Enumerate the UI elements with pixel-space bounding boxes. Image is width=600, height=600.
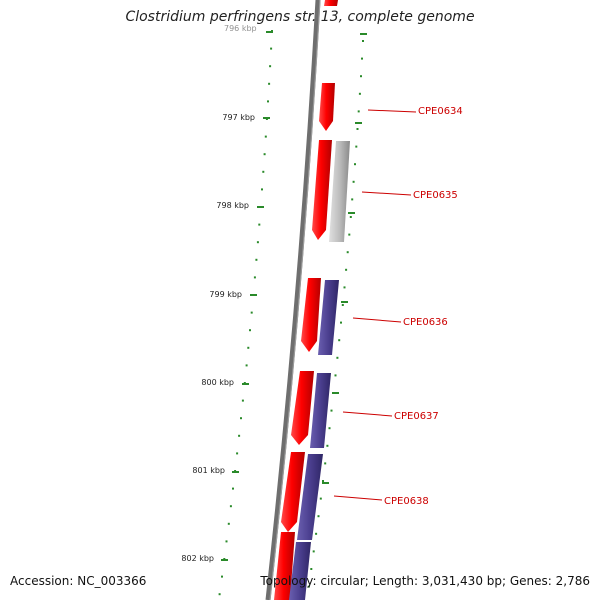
gene-leader-line bbox=[342, 411, 393, 417]
ruler-dot bbox=[310, 568, 313, 570]
ruler-dot bbox=[264, 135, 267, 138]
ruler-dot bbox=[317, 515, 320, 518]
kbp-label: 801 kbp bbox=[192, 466, 225, 475]
map-title: Clostridium perfringens str. 13, complet… bbox=[125, 9, 475, 25]
ruler-dot bbox=[267, 100, 269, 103]
kbp-ruler-outer bbox=[307, 40, 364, 588]
ruler-dot bbox=[348, 233, 351, 236]
ruler-dot bbox=[236, 452, 239, 455]
genome-backbone bbox=[265, 0, 321, 600]
gene-leader-line bbox=[333, 495, 383, 501]
ruler-dot bbox=[352, 180, 355, 183]
gene-arrow-gray[interactable] bbox=[329, 141, 350, 242]
ruler-dot bbox=[346, 251, 349, 254]
genes-track bbox=[274, 0, 350, 600]
kbp-label: 802 kbp bbox=[181, 554, 214, 563]
ruler-dot bbox=[322, 480, 324, 482]
ruler-dot bbox=[336, 356, 339, 359]
genome-summary-text: Topology: circular; Length: 3,031,430 bp… bbox=[260, 574, 590, 588]
outer-ruler-ticks bbox=[322, 33, 367, 484]
ruler-dot bbox=[345, 268, 348, 271]
accession-text: Accession: NC_003366 bbox=[10, 574, 147, 588]
ruler-dot bbox=[326, 444, 329, 447]
ruler-dot bbox=[354, 163, 356, 166]
gene-label[interactable]: CPE0636 bbox=[403, 317, 448, 328]
ruler-dot bbox=[245, 364, 248, 367]
ruler-dot bbox=[355, 145, 358, 148]
ruler-dot bbox=[362, 40, 364, 42]
ruler-dot bbox=[247, 346, 250, 349]
gene-arrow-red[interactable] bbox=[291, 371, 314, 445]
ruler-dot bbox=[334, 374, 337, 377]
ruler-dot bbox=[232, 487, 234, 490]
gene-label[interactable]: CPE0635 bbox=[413, 190, 458, 201]
kbp-label: 800 kbp bbox=[201, 378, 234, 387]
gene-leader-line bbox=[367, 109, 417, 113]
gene-arrow-red[interactable] bbox=[274, 532, 295, 600]
gene-leader-line bbox=[352, 317, 402, 323]
ruler-dot bbox=[328, 427, 331, 430]
ruler-dot bbox=[225, 540, 228, 543]
kbp-tick-labels: 796 kbp 797 kbp 798 kbp 799 kbp 800 kbp … bbox=[181, 24, 273, 563]
kbp-label: 797 kbp bbox=[222, 113, 255, 122]
ruler-dot bbox=[356, 128, 359, 130]
gene-arrow-red[interactable] bbox=[324, 0, 338, 6]
gene-leader-line bbox=[361, 191, 412, 196]
ruler-dot bbox=[349, 216, 352, 218]
ruler-dot bbox=[330, 409, 333, 412]
gene-arrow-red[interactable] bbox=[312, 140, 332, 240]
kbp-label: 796 kbp bbox=[224, 24, 257, 33]
ruler-dot bbox=[338, 339, 341, 342]
ruler-dot bbox=[312, 550, 315, 553]
ruler-dot bbox=[340, 321, 342, 324]
ruler-dot bbox=[357, 110, 360, 113]
ruler-dot bbox=[270, 47, 273, 50]
ruler-dot bbox=[360, 75, 362, 78]
ruler-dot bbox=[240, 417, 242, 420]
gene-labels: CPE0634 CPE0635 CPE0636 CPE0637 CPE0638 bbox=[333, 106, 463, 507]
gene-arrow-blue[interactable] bbox=[318, 280, 339, 355]
ruler-dot bbox=[241, 399, 244, 402]
gene-label[interactable]: CPE0637 bbox=[394, 411, 439, 422]
ruler-dot bbox=[319, 497, 322, 500]
ruler-dot bbox=[341, 304, 344, 306]
ruler-dot bbox=[268, 82, 271, 85]
ruler-dot bbox=[261, 188, 263, 191]
gene-arrow-blue[interactable] bbox=[297, 454, 323, 540]
ruler-dot bbox=[249, 329, 251, 332]
ruler-dot bbox=[351, 198, 354, 201]
gene-arrow-blue[interactable] bbox=[310, 373, 331, 448]
ruler-dot bbox=[263, 153, 266, 156]
ruler-dot bbox=[238, 434, 241, 437]
ruler-dot bbox=[358, 92, 361, 95]
gene-label[interactable]: CPE0634 bbox=[418, 106, 463, 117]
kbp-label: 799 kbp bbox=[209, 290, 242, 299]
ruler-dot bbox=[307, 585, 310, 588]
kbp-label: 798 kbp bbox=[216, 201, 249, 210]
ruler-dot bbox=[262, 170, 265, 173]
ruler-dot bbox=[227, 522, 230, 525]
gene-arrow-red[interactable] bbox=[301, 278, 321, 352]
ruler-dot bbox=[255, 258, 258, 261]
ruler-dot bbox=[269, 65, 272, 68]
gene-arrow-blue[interactable] bbox=[289, 542, 311, 600]
ruler-dot bbox=[258, 223, 261, 226]
ruler-dot bbox=[218, 593, 221, 596]
ruler-dot bbox=[221, 575, 223, 578]
ruler-dot bbox=[229, 505, 232, 508]
genome-backbone-highlight bbox=[269, 0, 321, 600]
gene-label[interactable]: CPE0638 bbox=[384, 496, 429, 507]
gene-arrow-red[interactable] bbox=[319, 83, 335, 131]
ruler-dot bbox=[361, 57, 363, 60]
ruler-dot bbox=[315, 532, 318, 535]
ruler-dot bbox=[250, 311, 253, 314]
ruler-dot bbox=[256, 241, 259, 244]
ruler-dot bbox=[324, 462, 327, 465]
ruler-dot bbox=[343, 286, 346, 289]
gene-arrow-red[interactable] bbox=[281, 452, 305, 532]
ruler-dot bbox=[253, 276, 256, 279]
